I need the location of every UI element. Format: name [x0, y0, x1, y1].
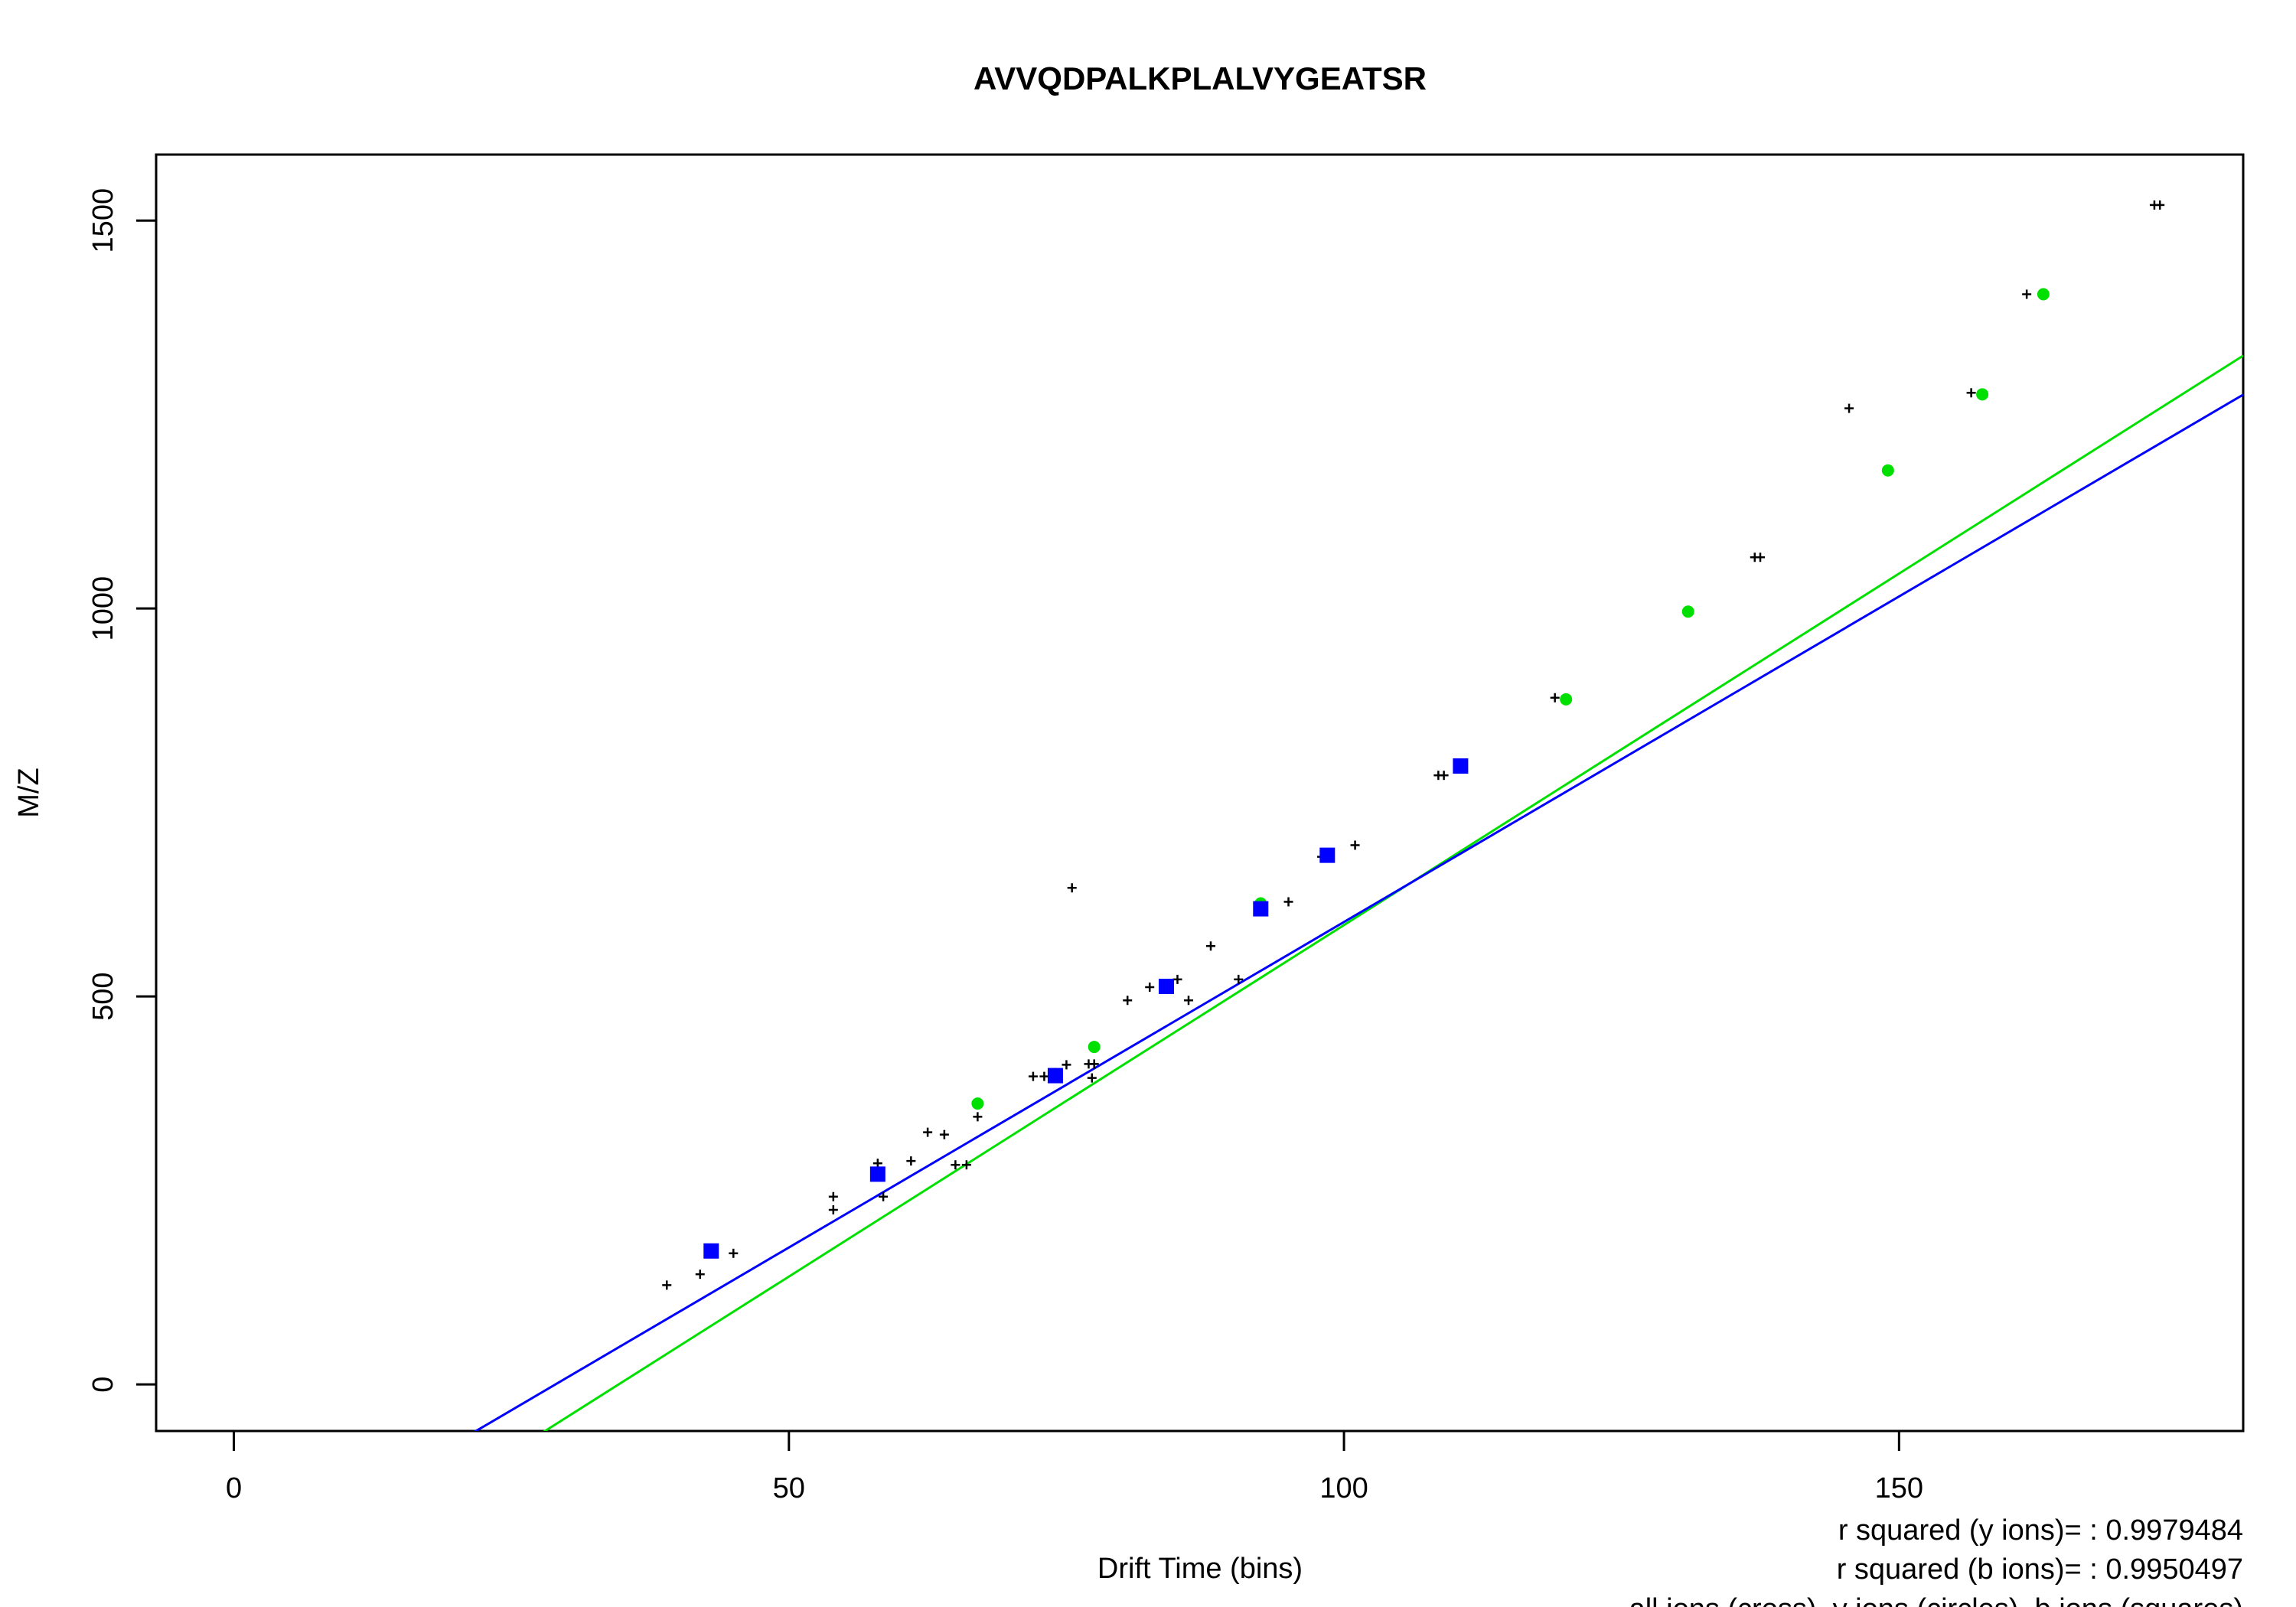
- b-ion-square-point: [1253, 901, 1269, 917]
- y-axis: 0 500 1000 1500: [87, 188, 156, 1393]
- all-ion-cross-point: [1089, 1059, 1099, 1069]
- y-ion-circle-point: [1881, 464, 1894, 477]
- r-squared-b-ions-note: r squared (b ions)= : 0.9950497: [1837, 1553, 2243, 1586]
- r-squared-y-ions-note: r squared (y ions)= : 0.9979484: [1838, 1514, 2243, 1547]
- plot-frame: [155, 153, 2245, 1433]
- b-ion-square-point: [869, 1166, 885, 1182]
- all-ion-cross-point: [662, 1280, 672, 1290]
- all-ion-cross-point: [1172, 974, 1182, 984]
- b-ion-square-point: [1319, 847, 1336, 863]
- regression-line: [543, 354, 2243, 1431]
- all-ion-cross-point: [1283, 897, 1293, 907]
- all-ion-cross-point: [2155, 200, 2165, 210]
- y-ion-circle-point: [2037, 288, 2050, 301]
- all-ion-cross-point: [1350, 840, 1360, 850]
- y-axis-label: M/Z: [13, 768, 45, 817]
- chart-title: AVVQDPALKPLALVYGEATSR: [974, 60, 1427, 96]
- y-ion-circle-point: [1976, 388, 1989, 401]
- all-ion-cross-point: [872, 1159, 882, 1169]
- all-ion-cross-point: [1206, 941, 1216, 951]
- all-ion-cross-point: [1028, 1071, 1038, 1081]
- all-ion-cross-point: [695, 1270, 705, 1279]
- all-ion-cross-point: [1966, 388, 1976, 398]
- all-ion-cross-point: [729, 1248, 739, 1258]
- all-ion-cross-point: [973, 1112, 983, 1122]
- b-ion-square-point: [1158, 978, 1174, 994]
- data-points: [662, 200, 2165, 1290]
- all-ion-cross-point: [1183, 996, 1193, 1006]
- b-ion-square-point: [1453, 758, 1469, 774]
- x-tick-label: 50: [773, 1472, 805, 1504]
- x-tick-label: 100: [1319, 1472, 1368, 1504]
- all-ion-cross-point: [1123, 996, 1133, 1006]
- all-ion-cross-point: [828, 1191, 838, 1201]
- y-tick-label: 1000: [87, 576, 119, 641]
- fit-lines: [473, 354, 2243, 1431]
- all-ion-cross-point: [906, 1156, 916, 1166]
- all-ion-cross-point: [879, 1191, 889, 1201]
- x-tick-label: 150: [1875, 1472, 1923, 1504]
- x-axis: 0 50 100 150: [226, 1431, 1923, 1504]
- all-ion-cross-point: [951, 1160, 960, 1170]
- all-ion-cross-point: [1756, 553, 1766, 562]
- y-tick-label: 500: [87, 972, 119, 1020]
- x-tick-label: 0: [226, 1472, 242, 1504]
- all-ion-cross-point: [923, 1127, 933, 1137]
- all-ion-cross-point: [939, 1129, 949, 1139]
- all-ion-cross-point: [1039, 1071, 1049, 1081]
- all-ion-cross-point: [1844, 403, 1854, 413]
- all-ion-cross-point: [2022, 289, 2032, 299]
- y-ion-circle-point: [1560, 693, 1573, 706]
- ion-marker-key-note: all ions (cross), y ions (circles), b io…: [1629, 1593, 2243, 1607]
- y-tick-label: 1500: [87, 188, 119, 253]
- all-ion-cross-point: [1067, 883, 1077, 893]
- all-ion-cross-point: [1234, 974, 1244, 984]
- y-ion-circle-point: [1088, 1041, 1101, 1054]
- all-ion-cross-point: [1550, 693, 1560, 702]
- b-ion-square-point: [703, 1243, 719, 1259]
- y-ion-circle-point: [1681, 605, 1694, 618]
- all-ion-cross-point: [1087, 1073, 1097, 1083]
- all-ion-cross-point: [1145, 983, 1155, 993]
- b-ion-square-point: [1047, 1068, 1063, 1084]
- all-ion-cross-point: [1439, 771, 1449, 781]
- regression-line: [473, 393, 2243, 1431]
- x-axis-label: Drift Time (bins): [1097, 1553, 1303, 1585]
- all-ion-cross-point: [961, 1160, 971, 1170]
- all-ion-cross-point: [1062, 1060, 1071, 1070]
- y-ion-circle-point: [971, 1097, 984, 1110]
- y-tick-label: 0: [87, 1377, 119, 1393]
- all-ion-cross-point: [828, 1205, 838, 1215]
